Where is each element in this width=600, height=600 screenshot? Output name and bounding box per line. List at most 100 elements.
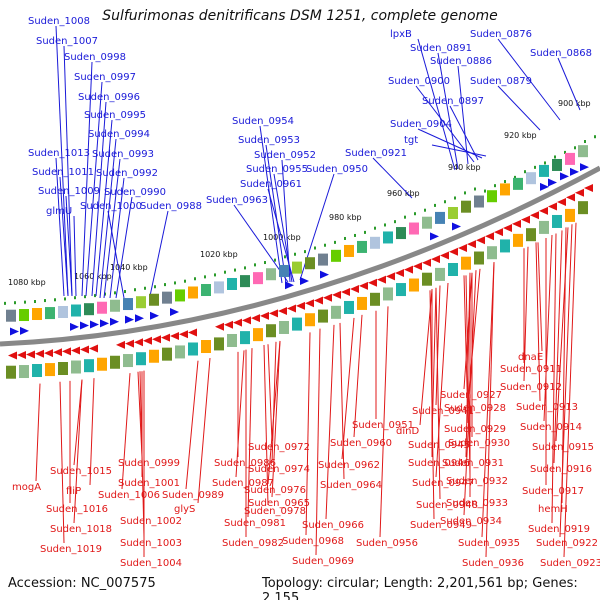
gene-label-suden-0993[interactable]: Suden_0993 <box>92 149 154 160</box>
gene-label-suden-1001[interactable]: Suden_1001 <box>118 478 180 489</box>
forward-gene-arrow <box>285 281 294 290</box>
gene-label-suden-0930[interactable]: Suden_0930 <box>448 438 510 449</box>
gene-label-suden-0914[interactable]: Suden_0914 <box>520 422 582 433</box>
gene-label-suden-0886[interactable]: Suden_0886 <box>430 56 492 67</box>
gene-label-suden-0996[interactable]: Suden_0996 <box>78 92 140 103</box>
ruler-dot <box>4 301 6 305</box>
gene-label-suden-1018[interactable]: Suden_1018 <box>50 524 112 535</box>
gene-label-glys[interactable]: glyS <box>174 504 195 515</box>
gene-label-suden-1000[interactable]: Suden_1000 <box>80 201 142 212</box>
gene-label-suden-0951[interactable]: Suden_0951 <box>352 420 414 431</box>
gene-label-suden-0916[interactable]: Suden_0916 <box>530 464 592 475</box>
gene-label-suden-0960[interactable]: Suden_0960 <box>330 438 392 449</box>
gene-label-suden-1013[interactable]: Suden_1013 <box>28 148 90 159</box>
gene-label-moga[interactable]: mogA <box>12 482 41 493</box>
gene-label-dind[interactable]: dinD <box>396 426 419 437</box>
gene-label-suden-0915[interactable]: Suden_0915 <box>532 442 594 453</box>
gene-label-suden-0998[interactable]: Suden_0998 <box>64 52 126 63</box>
gene-label-dnae[interactable]: dnaE <box>518 352 543 363</box>
gene-label-suden-0923[interactable]: Suden_0923 <box>540 558 600 569</box>
leader-line <box>463 272 473 390</box>
feature-block <box>123 354 133 368</box>
gene-label-suden-0972[interactable]: Suden_0972 <box>248 442 310 453</box>
gene-label-suden-0868[interactable]: Suden_0868 <box>530 48 592 59</box>
gene-label-suden-0879[interactable]: Suden_0879 <box>470 76 532 87</box>
gene-label-suden-1009[interactable]: Suden_1009 <box>38 186 100 197</box>
gene-label-suden-0999[interactable]: Suden_0999 <box>118 458 180 469</box>
gene-label-suden-0964[interactable]: Suden_0964 <box>320 480 382 491</box>
gene-label-suden-0941[interactable]: Suden_0941 <box>412 406 474 417</box>
gene-label-suden-0953[interactable]: Suden_0953 <box>238 135 300 146</box>
gene-label-suden-0917[interactable]: Suden_0917 <box>522 486 584 497</box>
gene-label-suden-0946[interactable]: Suden_0946 <box>408 458 470 469</box>
gene-label-suden-0997[interactable]: Suden_0997 <box>74 72 136 83</box>
gene-label-suden-1015[interactable]: Suden_1015 <box>50 466 112 477</box>
gene-label-suden-0994[interactable]: Suden_0994 <box>88 129 150 140</box>
gene-label-suden-0978[interactable]: Suden_0978 <box>244 506 306 517</box>
gene-label-suden-0912[interactable]: Suden_0912 <box>500 382 562 393</box>
gene-label-suden-0989[interactable]: Suden_0989 <box>162 490 224 501</box>
gene-label-lpxb[interactable]: lpxB <box>390 29 412 40</box>
gene-label-suden-0900[interactable]: Suden_0900 <box>388 76 450 87</box>
gene-label-suden-0927[interactable]: Suden_0927 <box>440 390 502 401</box>
gene-label-suden-0911[interactable]: Suden_0911 <box>500 364 562 375</box>
gene-label-suden-0988[interactable]: Suden_0988 <box>140 201 202 212</box>
gene-label-suden-0934[interactable]: Suden_0934 <box>440 516 502 527</box>
gene-label-suden-0976[interactable]: Suden_0976 <box>244 485 306 496</box>
gene-label-hemh[interactable]: hemH <box>538 504 568 515</box>
gene-label-suden-1003[interactable]: Suden_1003 <box>120 538 182 549</box>
gene-label-suden-0913[interactable]: Suden_0913 <box>516 402 578 413</box>
gene-label-suden-0990[interactable]: Suden_0990 <box>104 187 166 198</box>
gene-label-suden-0952[interactable]: Suden_0952 <box>254 150 316 161</box>
gene-label-suden-0929[interactable]: Suden_0929 <box>444 424 506 435</box>
gene-label-suden-0921[interactable]: Suden_0921 <box>345 148 407 159</box>
gene-label-tgt[interactable]: tgt <box>404 135 418 146</box>
gene-label-suden-0933[interactable]: Suden_0933 <box>446 498 508 509</box>
gene-label-suden-0948[interactable]: Suden_0948 <box>416 500 478 511</box>
gene-label-suden-0986[interactable]: Suden_0986 <box>214 458 276 469</box>
gene-label-suden-0949[interactable]: Suden_0949 <box>410 520 472 531</box>
gene-label-suden-0919[interactable]: Suden_0919 <box>528 524 590 535</box>
gene-label-suden-1016[interactable]: Suden_1016 <box>46 504 108 515</box>
feature-block <box>136 352 146 366</box>
gene-label-suden-0954[interactable]: Suden_0954 <box>232 116 294 127</box>
gene-label-suden-0936[interactable]: Suden_0936 <box>462 558 524 569</box>
gene-label-suden-0947[interactable]: Suden_0947 <box>412 478 474 489</box>
gene-label-suden-1008[interactable]: Suden_1008 <box>28 16 90 27</box>
gene-label-suden-1006[interactable]: Suden_1006 <box>98 490 160 501</box>
gene-label-suden-0987[interactable]: Suden_0987 <box>212 478 274 489</box>
gene-label-suden-1019[interactable]: Suden_1019 <box>40 544 102 555</box>
gene-label-suden-0968[interactable]: Suden_0968 <box>282 536 344 547</box>
gene-label-suden-1007[interactable]: Suden_1007 <box>36 36 98 47</box>
gene-label-suden-0928[interactable]: Suden_0928 <box>444 403 506 414</box>
gene-label-suden-0904[interactable]: Suden_0904 <box>390 119 452 130</box>
gene-label-suden-0955[interactable]: Suden_0955 <box>246 164 308 175</box>
gene-label-suden-0945[interactable]: Suden_0945 <box>408 440 470 451</box>
gene-label-suden-0935[interactable]: Suden_0935 <box>458 538 520 549</box>
gene-label-suden-0932[interactable]: Suden_0932 <box>446 476 508 487</box>
gene-label-suden-0931[interactable]: Suden_0931 <box>442 458 504 469</box>
gene-label-suden-0922[interactable]: Suden_0922 <box>536 538 598 549</box>
gene-label-suden-0995[interactable]: Suden_0995 <box>84 110 146 121</box>
gene-label-suden-0876[interactable]: Suden_0876 <box>470 29 532 40</box>
gene-label-suden-0966[interactable]: Suden_0966 <box>302 520 364 531</box>
gene-label-suden-1011[interactable]: Suden_1011 <box>32 167 94 178</box>
gene-label-suden-0897[interactable]: Suden_0897 <box>422 96 484 107</box>
gene-label-suden-0965[interactable]: Suden_0965 <box>248 498 310 509</box>
gene-label-suden-0982[interactable]: Suden_0982 <box>222 538 284 549</box>
gene-label-suden-0981[interactable]: Suden_0981 <box>224 518 286 529</box>
gene-label-suden-0956[interactable]: Suden_0956 <box>356 538 418 549</box>
gene-label-suden-0961[interactable]: Suden_0961 <box>240 179 302 190</box>
gene-label-suden-0974[interactable]: Suden_0974 <box>248 464 310 475</box>
gene-label-suden-0969[interactable]: Suden_0969 <box>292 556 354 567</box>
gene-label-flip[interactable]: fliP <box>66 486 81 497</box>
gene-label-glmu[interactable]: glmU <box>46 206 72 217</box>
gene-label-suden-1004[interactable]: Suden_1004 <box>120 558 182 569</box>
gene-label-suden-0891[interactable]: Suden_0891 <box>410 43 472 54</box>
gene-label-suden-0962[interactable]: Suden_0962 <box>318 460 380 471</box>
gene-label-suden-0992[interactable]: Suden_0992 <box>96 168 158 179</box>
gene-label-suden-1002[interactable]: Suden_1002 <box>120 516 182 527</box>
gene-label-suden-0963[interactable]: Suden_0963 <box>206 195 268 206</box>
gene-label-suden-0950[interactable]: Suden_0950 <box>306 164 368 175</box>
forward-gene-arrow <box>430 232 439 241</box>
